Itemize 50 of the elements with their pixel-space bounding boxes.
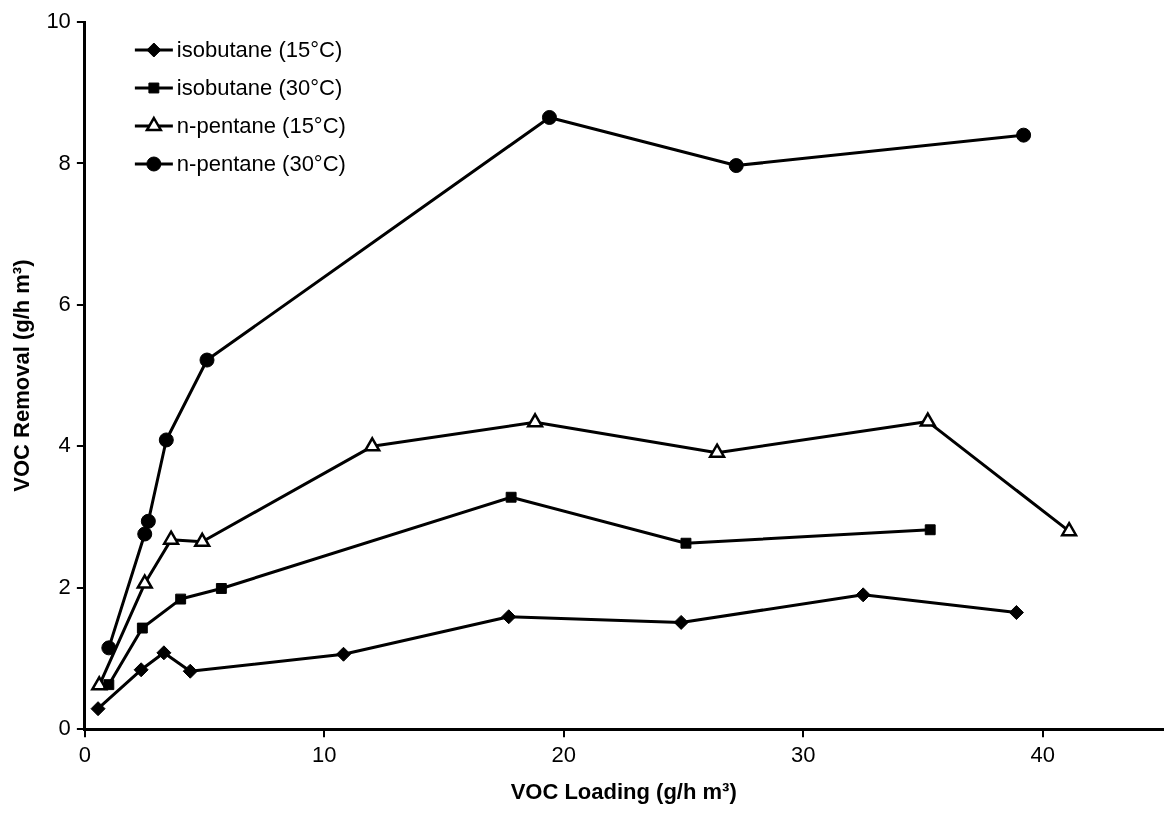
point	[673, 614, 689, 630]
point	[919, 412, 936, 427]
point	[137, 526, 153, 542]
legend-label: isobutane (15°C)	[176, 37, 343, 63]
point	[90, 701, 106, 717]
x-tick-label: 30	[791, 742, 816, 768]
x-axis-title: VOC Loading (g/h m³)	[510, 778, 737, 804]
legend-label: n-pentane (30°C)	[176, 151, 346, 177]
y-tick-label: 0	[58, 715, 71, 741]
point	[1008, 605, 1024, 621]
point	[680, 537, 692, 549]
point	[541, 109, 557, 125]
x-tick-label: 20	[551, 742, 577, 768]
point	[182, 663, 198, 679]
point	[728, 158, 744, 174]
point	[103, 679, 115, 691]
x-tick-label: 0	[78, 742, 91, 768]
y-tick-label: 8	[58, 149, 71, 175]
point	[924, 524, 936, 536]
legend-label: isobutane (30°C)	[176, 75, 343, 101]
point	[336, 646, 351, 662]
point	[162, 530, 180, 545]
y-tick-label: 2	[58, 573, 71, 599]
y-tick-label: 4	[58, 432, 71, 458]
point	[505, 491, 517, 503]
point	[194, 532, 211, 548]
point	[215, 583, 227, 594]
point	[101, 640, 117, 656]
point	[158, 432, 174, 448]
point	[91, 676, 108, 691]
x-tick-label: 10	[312, 742, 337, 768]
y-axis-title: VOC Removal (g/h m³)	[9, 259, 35, 492]
point	[501, 609, 517, 625]
legend-label: n-pentane (15°C)	[176, 113, 346, 139]
point	[136, 622, 148, 634]
y-tick-label: 6	[58, 290, 71, 316]
point	[136, 574, 153, 589]
point	[708, 443, 726, 458]
point	[364, 437, 381, 452]
point	[855, 587, 871, 603]
point	[1060, 521, 1078, 537]
point	[133, 662, 149, 678]
x-tick-label: 40	[1030, 742, 1056, 768]
point	[526, 413, 544, 428]
y-tick-label: 10	[46, 8, 71, 34]
point	[175, 593, 187, 605]
point	[156, 645, 172, 661]
point	[1016, 127, 1032, 143]
point	[140, 513, 156, 529]
point	[199, 352, 215, 368]
